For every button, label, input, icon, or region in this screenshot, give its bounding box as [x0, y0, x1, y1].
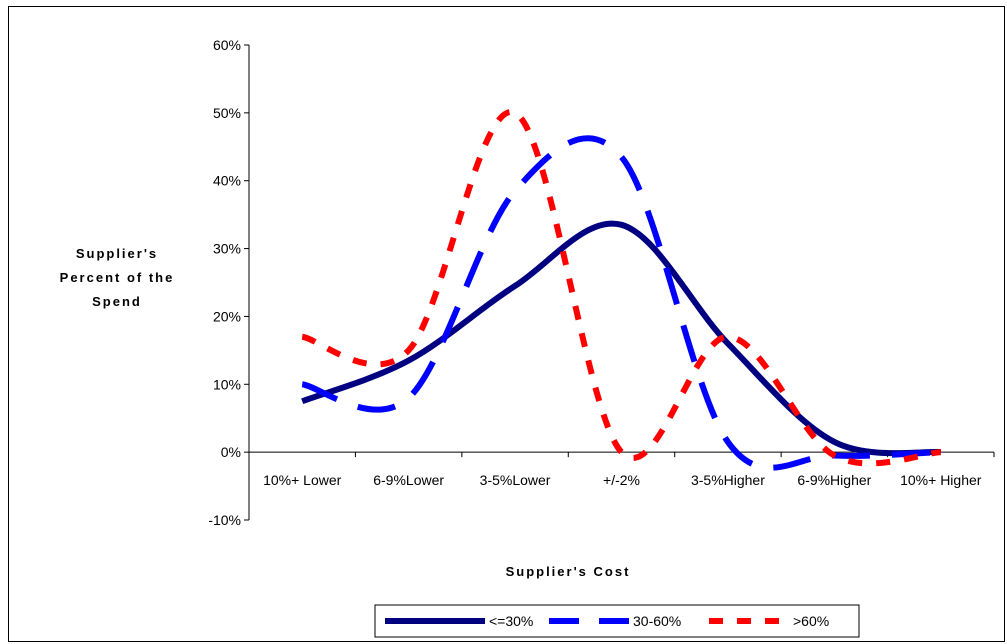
y-tick-label: 0%	[221, 444, 241, 460]
x-tick-label: 3-5%Higher	[691, 472, 765, 488]
y-tick-label: 60%	[213, 37, 241, 53]
x-tick-label: 10%+ Higher	[900, 472, 982, 488]
y-tick-label: 40%	[213, 173, 241, 189]
chart-frame: Supplier's Percent of the Spend Supplier…	[8, 6, 1005, 642]
legend-label-2: 30-60%	[633, 613, 681, 629]
series-line-1	[301, 220, 942, 457]
series-lines	[301, 109, 942, 471]
x-tick-label: 6-9%Lower	[373, 472, 444, 488]
y-tick-label: 30%	[213, 241, 241, 257]
y-tick-label: -10%	[208, 512, 241, 528]
y-tick-label: 20%	[213, 308, 241, 324]
y-axis-title: Supplier's Percent of the Spend	[60, 246, 175, 309]
series-line-2	[301, 135, 941, 471]
y-tick-label: 50%	[213, 105, 241, 121]
line-chart: Supplier's Percent of the Spend Supplier…	[60, 37, 995, 638]
x-axis-title: Supplier's Cost	[506, 564, 631, 579]
y-tick-label: 10%	[213, 376, 241, 392]
x-tick-label: 6-9%Higher	[797, 472, 871, 488]
legend-label-1: <=30%	[489, 613, 533, 629]
legend: <=30% 30-60% >60%	[374, 604, 860, 638]
axes: -10% 0% 10% 20% 30% 40% 50% 60% 10%+ Lower 6-9%Lo…	[208, 37, 995, 528]
x-tick-label: 10%+ Lower	[263, 472, 342, 488]
series-line-3	[301, 109, 942, 467]
y-axis-title-line-2: Percent of the	[60, 270, 175, 285]
legend-label-3: >60%	[793, 613, 829, 629]
x-tick-label: 3-5%Lower	[480, 472, 551, 488]
y-axis-title-line-3: Spend	[92, 294, 142, 309]
y-axis-title-line-1: Supplier's	[76, 246, 158, 261]
x-tick-label: +/-2%	[603, 472, 640, 488]
